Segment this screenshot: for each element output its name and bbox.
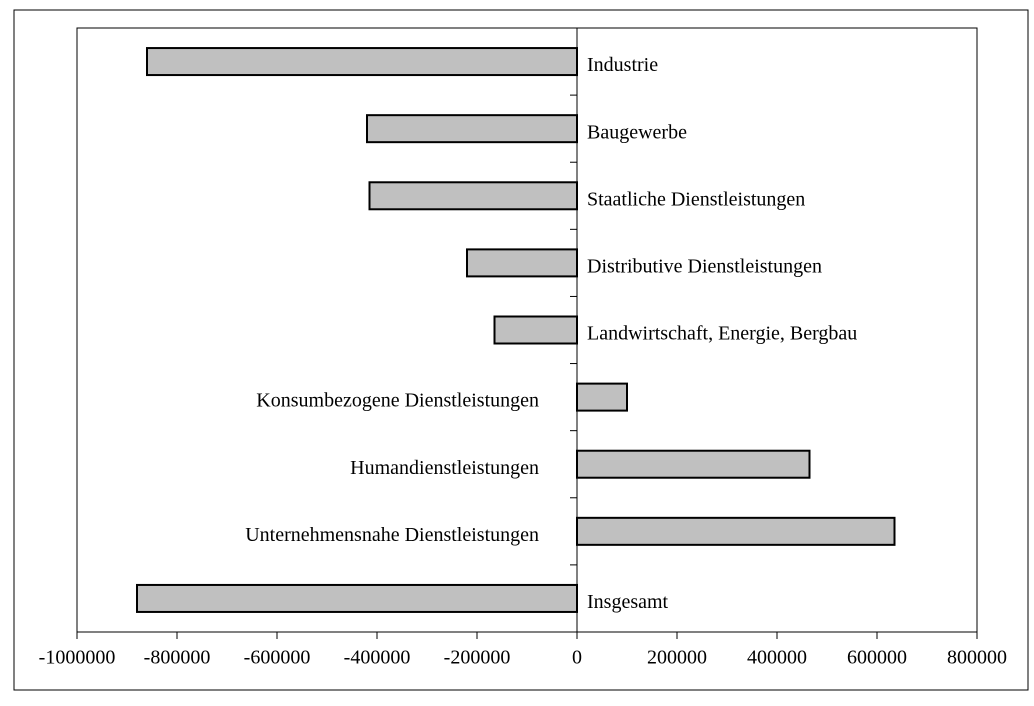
x-tick-label: -800000 bbox=[144, 647, 211, 669]
category-label: Insgesamt bbox=[587, 591, 669, 613]
bar bbox=[146, 47, 578, 77]
category-label: Konsumbezogene Dienstleistungen bbox=[256, 390, 539, 412]
category-label: Humandienstleistungen bbox=[350, 457, 539, 479]
bar bbox=[466, 248, 578, 278]
x-tick-label: 200000 bbox=[647, 647, 707, 669]
category-label: Industrie bbox=[587, 54, 658, 76]
x-tick-label: -1000000 bbox=[39, 647, 116, 669]
bar bbox=[576, 449, 811, 479]
category-label: Baugewerbe bbox=[587, 121, 687, 143]
x-tick-label: -600000 bbox=[244, 647, 311, 669]
x-tick-label: 400000 bbox=[747, 647, 807, 669]
category-label: Unternehmensnahe Dienstleistungen bbox=[245, 524, 539, 546]
bar bbox=[366, 114, 578, 144]
x-tick-label: -200000 bbox=[444, 647, 511, 669]
bar bbox=[136, 583, 578, 613]
bar bbox=[493, 315, 578, 345]
category-label: Distributive Dienstleistungen bbox=[587, 255, 822, 277]
x-tick-label: 600000 bbox=[847, 647, 907, 669]
category-label: Staatliche Dienstleistungen bbox=[587, 188, 805, 210]
x-tick-label: 0 bbox=[572, 647, 582, 669]
bar bbox=[576, 382, 628, 412]
bar bbox=[368, 181, 578, 211]
category-label: Landwirtschaft, Energie, Bergbau bbox=[587, 323, 857, 345]
x-tick-label: 800000 bbox=[947, 647, 1007, 669]
x-tick-label: -400000 bbox=[344, 647, 411, 669]
bar bbox=[576, 516, 896, 546]
